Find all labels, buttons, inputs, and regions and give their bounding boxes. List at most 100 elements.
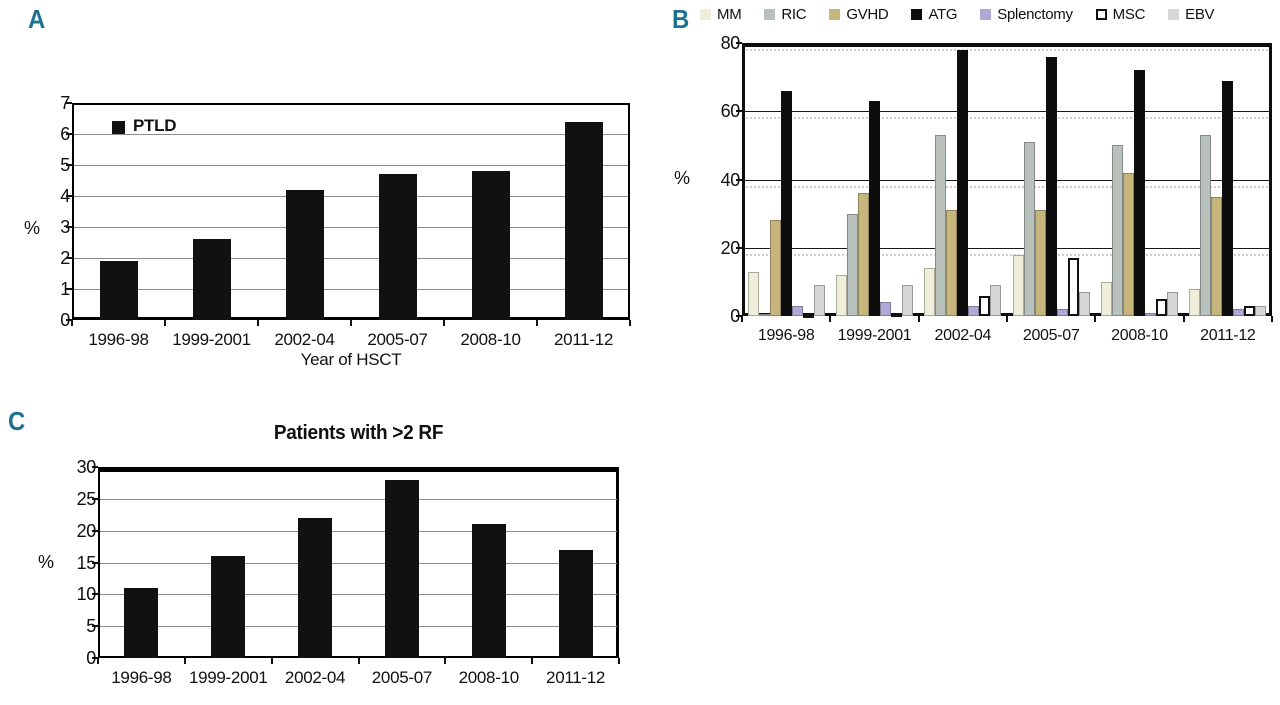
bar-MSC	[891, 312, 902, 317]
bar-ATG	[1134, 70, 1145, 316]
bar-ATG	[957, 49, 969, 316]
bar-Splenctomy	[1233, 309, 1245, 316]
bar-RIC	[1200, 135, 1212, 316]
y-tick-label: 60	[720, 101, 741, 122]
y-tick	[736, 178, 742, 181]
bar-GVHD	[858, 193, 869, 316]
x-tick-label: 2008-10	[1111, 327, 1168, 344]
legend-label-RIC: RIC	[781, 6, 807, 23]
minor-gridline	[746, 49, 1268, 51]
bar-GVHD	[769, 220, 781, 316]
y-tick	[92, 466, 98, 468]
legend-label-MSC: MSC	[1112, 6, 1146, 23]
legend-item-EBV: EBV	[1168, 6, 1215, 23]
bar-1996-98	[124, 587, 159, 658]
gridline	[74, 258, 628, 259]
bar-EBV	[813, 285, 825, 316]
x-tick	[183, 658, 186, 664]
x-tick-label: 2005-07	[1022, 327, 1080, 344]
bar-EBV	[902, 285, 913, 316]
gridline	[100, 594, 617, 596]
legend-swatch-MM	[700, 9, 711, 20]
y-tick	[736, 42, 742, 44]
x-tick	[531, 658, 534, 664]
x-tick	[1006, 316, 1008, 322]
x-tick	[741, 316, 743, 322]
legend-label-PTLD: PTLD	[133, 116, 177, 135]
bar-Splenctomy	[968, 305, 980, 316]
y-tick-label: 15	[76, 552, 97, 573]
bar-RIC	[1023, 141, 1035, 316]
y-tick	[66, 195, 72, 197]
bar-MSC	[802, 314, 814, 319]
y-tick	[66, 257, 72, 259]
x-tick-label: 1999-2001	[188, 668, 268, 687]
bar-1999-2001	[192, 239, 231, 320]
legend-swatch-EBV	[1168, 9, 1180, 20]
gridline	[74, 165, 628, 166]
gridline	[74, 134, 628, 135]
legend-item-GVHD: GVHD	[829, 6, 889, 23]
bar-RIC	[1112, 145, 1123, 316]
y-tick-label: 20	[76, 520, 97, 541]
legend-label-MM: MM	[717, 6, 742, 23]
gridline	[744, 111, 1270, 113]
y-tick-label: 40	[720, 169, 741, 190]
bar-2008-10	[471, 171, 510, 320]
y-tick-label: 30	[76, 457, 97, 477]
bar-2005-07	[384, 479, 419, 658]
panel-c-label: C	[8, 406, 25, 436]
bar-2008-10	[471, 524, 506, 658]
bar-MM	[1189, 288, 1201, 316]
y-tick-label: 25	[76, 488, 97, 509]
x-tick-label: 1996-98	[757, 327, 815, 344]
chart-c-yaxis-label: %	[38, 552, 54, 572]
bar-EBV	[1255, 305, 1267, 316]
gridline	[100, 562, 617, 564]
y-tick-label: 3	[24, 217, 70, 237]
bar-RIC	[758, 314, 770, 317]
panel-b-label: B	[672, 4, 689, 34]
bar-EBV	[1078, 292, 1090, 316]
bar-2011-12	[564, 121, 603, 320]
y-tick-label: 5	[24, 155, 70, 175]
x-tick-label: 2011-12	[546, 668, 606, 687]
bar-ATG	[869, 101, 880, 316]
bar-Splenctomy	[1145, 312, 1156, 316]
gridline	[100, 626, 617, 628]
x-tick	[1094, 316, 1097, 322]
x-tick-label: 2005-07	[371, 668, 433, 687]
bar-ATG	[1045, 56, 1057, 316]
bar-MM	[924, 268, 936, 316]
y-tick	[66, 226, 72, 228]
y-tick	[66, 164, 72, 166]
bar-1996-98	[99, 261, 138, 320]
bar-2002-04	[298, 517, 333, 658]
x-tick	[829, 316, 832, 322]
bar-MSC	[1244, 305, 1256, 316]
legend-label-ATG: ATG	[928, 6, 958, 23]
y-tick	[92, 561, 98, 564]
x-tick	[350, 320, 352, 326]
x-tick-label: 2002-04	[274, 330, 335, 349]
x-tick	[71, 320, 73, 326]
bar-GVHD	[1211, 196, 1223, 316]
bar-ATG	[780, 90, 792, 316]
y-tick	[736, 110, 742, 113]
bar-Splenctomy	[791, 305, 803, 316]
x-tick	[1271, 316, 1273, 322]
y-tick	[736, 315, 742, 317]
bar-MSC	[979, 295, 991, 316]
y-tick-label: 7	[24, 93, 70, 113]
x-tick-label: 1996-98	[111, 668, 172, 687]
chart-b-legend: MM RIC GVHD ATG Splenctomy MSC EBV	[700, 6, 1215, 23]
minor-gridline	[746, 117, 1268, 120]
y-tick-label: 1	[24, 279, 70, 299]
x-tick-label: 2011-12	[553, 330, 614, 349]
legend-label-Splenctomy: Splenctomy	[997, 6, 1073, 23]
y-tick-label: 6	[24, 124, 70, 144]
legend-swatch-PTLD	[112, 121, 125, 134]
legend-label-GVHD: GVHD	[846, 6, 889, 23]
y-tick	[66, 102, 72, 104]
x-tick-label: 2002-04	[284, 668, 346, 687]
